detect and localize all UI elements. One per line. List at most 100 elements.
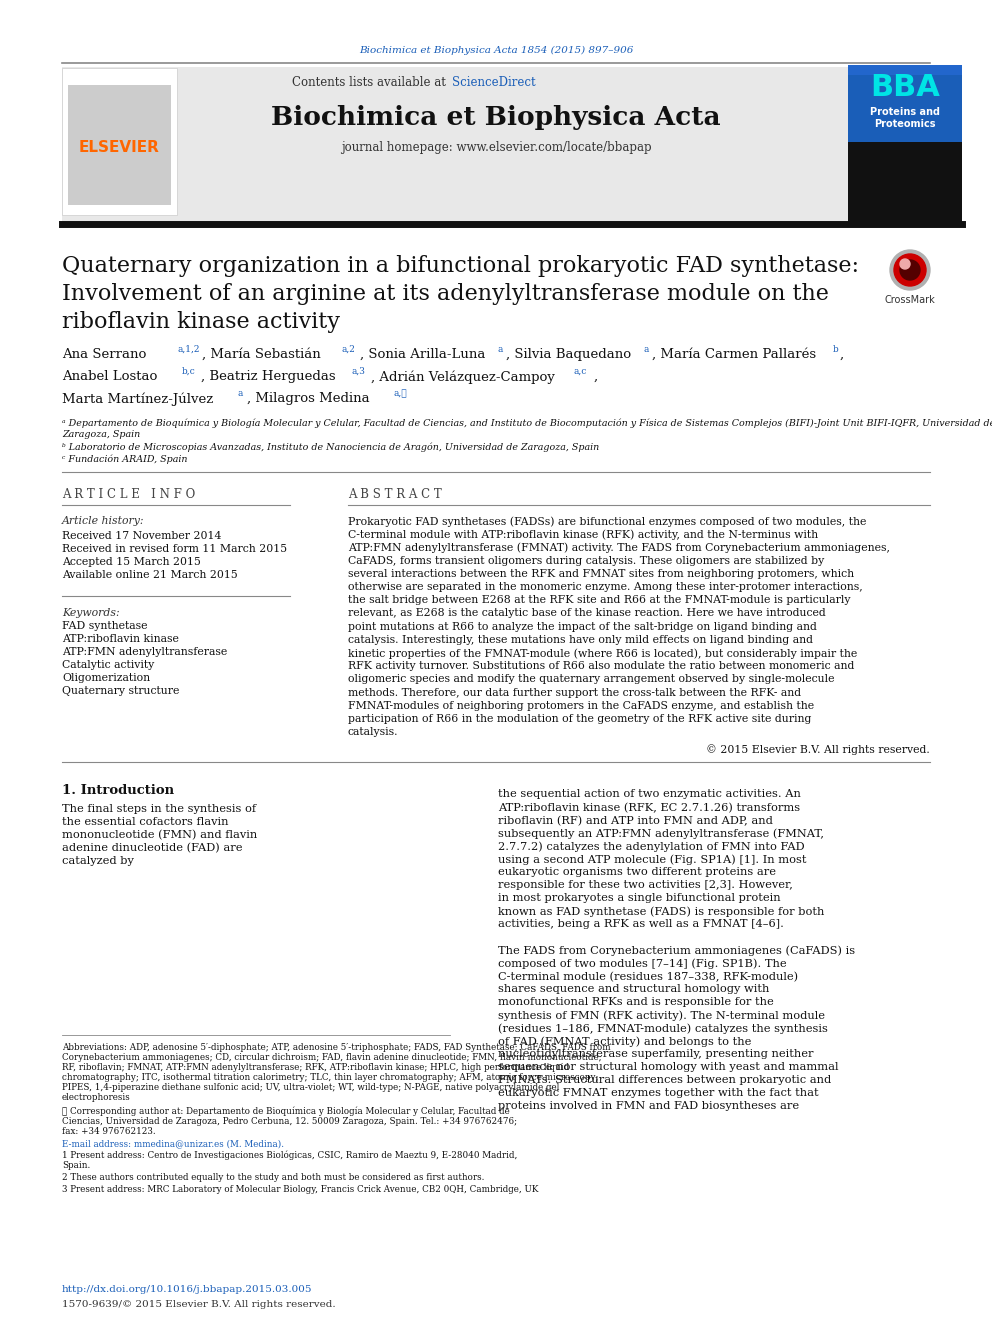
Text: catalyzed by: catalyzed by [62,856,134,867]
Text: Available online 21 March 2015: Available online 21 March 2015 [62,570,238,579]
Text: PIPES, 1,4-piperazine diethane sulfonic acid; UV, ultra-violet; WT, wild-type; N: PIPES, 1,4-piperazine diethane sulfonic … [62,1084,559,1091]
Text: the salt bridge between E268 at the RFK site and R66 at the FMNAT-module is part: the salt bridge between E268 at the RFK … [348,595,850,605]
Text: b: b [833,345,839,355]
Text: adenine dinucleotide (FAD) are: adenine dinucleotide (FAD) are [62,843,242,853]
Text: nucleotidyltransferase superfamily, presenting neither: nucleotidyltransferase superfamily, pres… [498,1049,813,1060]
Text: subsequently an ATP:FMN adenylyltransferase (FMNAT,: subsequently an ATP:FMN adenylyltransfer… [498,828,824,839]
Text: a,1,2: a,1,2 [178,345,200,355]
Circle shape [900,261,920,280]
Text: ATP:riboflavin kinase: ATP:riboflavin kinase [62,634,179,644]
Text: chromatography; ITC, isothermal titration calorimetry; TLC, thin layer chromatog: chromatography; ITC, isothermal titratio… [62,1073,598,1082]
Text: kinetic properties of the FMNAT-module (where R66 is located), but considerably : kinetic properties of the FMNAT-module (… [348,648,857,659]
Text: in most prokaryotes a single bifunctional protein: in most prokaryotes a single bifunctiona… [498,893,781,904]
Text: , Silvia Baquedano: , Silvia Baquedano [506,348,631,361]
Circle shape [890,250,930,290]
Text: ,: , [594,370,598,382]
Text: ATP:riboflavin kinase (RFK, EC 2.7.1.26) transforms: ATP:riboflavin kinase (RFK, EC 2.7.1.26)… [498,803,801,812]
Text: ScienceDirect: ScienceDirect [452,75,536,89]
Text: the essential cofactors flavin: the essential cofactors flavin [62,818,228,827]
Text: ★ Corresponding author at: Departamento de Bioquímica y Biología Molecular y Cel: ★ Corresponding author at: Departamento … [62,1107,510,1117]
Text: catalysis.: catalysis. [348,728,399,737]
Text: Involvement of an arginine at its adenylyltransferase module on the: Involvement of an arginine at its adenyl… [62,283,829,306]
Text: of FAD (FMNAT activity) and belongs to the: of FAD (FMNAT activity) and belongs to t… [498,1036,751,1046]
Circle shape [894,254,926,286]
Text: Accepted 15 March 2015: Accepted 15 March 2015 [62,557,200,568]
Text: a: a [497,345,502,355]
Text: , Adrián Velázquez-Campoy: , Adrián Velázquez-Campoy [371,370,555,384]
Text: a: a [238,389,243,398]
Text: otherwise are separated in the monomeric enzyme. Among these inter-protomer inte: otherwise are separated in the monomeric… [348,582,863,591]
Text: ᵃ Departamento de Bioquímica y Biología Molecular y Celular, Facultad de Ciencia: ᵃ Departamento de Bioquímica y Biología … [62,418,992,427]
FancyBboxPatch shape [848,142,962,222]
Text: point mutations at R66 to analyze the impact of the salt-bridge on ligand bindin: point mutations at R66 to analyze the im… [348,622,816,631]
Text: RFK activity turnover. Substitutions of R66 also modulate the ratio between mono: RFK activity turnover. Substitutions of … [348,662,854,671]
Text: CaFADS, forms transient oligomers during catalysis. These oligomers are stabiliz: CaFADS, forms transient oligomers during… [348,556,824,566]
Text: proteins involved in FMN and FAD biosyntheses are: proteins involved in FMN and FAD biosynt… [498,1102,800,1111]
Text: synthesis of FMN (RFK activity). The N-terminal module: synthesis of FMN (RFK activity). The N-t… [498,1011,825,1021]
Text: (residues 1–186, FMNAT-module) catalyzes the synthesis: (residues 1–186, FMNAT-module) catalyzes… [498,1024,828,1035]
Text: 2 These authors contributed equally to the study and both must be considered as : 2 These authors contributed equally to t… [62,1174,484,1181]
Text: Keywords:: Keywords: [62,609,120,618]
Text: ,: , [840,348,844,361]
Text: ᵇ Laboratorio de Microscopias Avanzadas, Instituto de Nanociencia de Aragón, Uni: ᵇ Laboratorio de Microscopias Avanzadas,… [62,442,599,451]
FancyBboxPatch shape [62,67,177,216]
Text: Ana Serrano: Ana Serrano [62,348,147,361]
Text: Catalytic activity: Catalytic activity [62,660,154,669]
Text: , María Carmen Pallarés: , María Carmen Pallarés [652,348,816,361]
Text: Proteins and: Proteins and [870,107,940,116]
Text: 2.7.7.2) catalyzes the adenylylation of FMN into FAD: 2.7.7.2) catalyzes the adenylylation of … [498,841,805,852]
Text: sequence nor structural homology with yeast and mammal: sequence nor structural homology with ye… [498,1062,838,1073]
Text: methods. Therefore, our data further support the cross-talk between the RFK- and: methods. Therefore, our data further sup… [348,688,802,697]
Text: a,2: a,2 [342,345,356,355]
Text: Biochimica et Biophysica Acta 1854 (2015) 897–906: Biochimica et Biophysica Acta 1854 (2015… [359,45,633,54]
Text: FMNAT-modules of neighboring protomers in the CaFADS enzyme, and establish the: FMNAT-modules of neighboring protomers i… [348,701,814,710]
FancyBboxPatch shape [68,85,171,205]
Text: Corynebacterium ammoniagenes; CD, circular dichroism; FAD, flavin adenine dinucl: Corynebacterium ammoniagenes; CD, circul… [62,1053,601,1062]
Text: the sequential action of two enzymatic activities. An: the sequential action of two enzymatic a… [498,790,801,799]
Text: Proteomics: Proteomics [874,119,935,130]
Text: Anabel Lostao: Anabel Lostao [62,370,158,382]
Text: a: a [643,345,649,355]
Text: a,c: a,c [574,366,587,376]
Text: , Beatriz Herguedas: , Beatriz Herguedas [201,370,335,382]
Text: Biochimica et Biophysica Acta: Biochimica et Biophysica Acta [271,106,721,131]
Text: Spain.: Spain. [62,1162,90,1170]
Text: Received 17 November 2014: Received 17 November 2014 [62,531,221,541]
FancyBboxPatch shape [848,65,962,75]
Text: BBA: BBA [870,74,940,102]
Text: shares sequence and structural homology with: shares sequence and structural homology … [498,984,770,995]
Text: The FADS from Corynebacterium ammoniagenes (CaFADS) is: The FADS from Corynebacterium ammoniagen… [498,946,855,957]
Text: ELSEVIER: ELSEVIER [78,140,160,156]
Text: a,3: a,3 [352,366,366,376]
Text: mononucleotide (FMN) and flavin: mononucleotide (FMN) and flavin [62,831,257,840]
Text: © 2015 Elsevier B.V. All rights reserved.: © 2015 Elsevier B.V. All rights reserved… [706,745,930,755]
Text: a,⋆: a,⋆ [394,389,408,398]
FancyBboxPatch shape [62,67,930,222]
Text: Contents lists available at: Contents lists available at [293,75,450,89]
Text: fax: +34 976762123.: fax: +34 976762123. [62,1127,156,1136]
Text: Ciencias, Universidad de Zaragoza, Pedro Cerbuna, 12. 50009 Zaragoza, Spain. Tel: Ciencias, Universidad de Zaragoza, Pedro… [62,1117,517,1126]
Text: riboflavin kinase activity: riboflavin kinase activity [62,311,340,333]
Text: eukaryotic organisms two different proteins are: eukaryotic organisms two different prote… [498,868,776,877]
Text: , Sonia Arilla-Luna: , Sonia Arilla-Luna [360,348,485,361]
Text: A B S T R A C T: A B S T R A C T [348,488,441,501]
Text: , María Sebastián: , María Sebastián [202,348,320,361]
Text: C-terminal module (residues 187–338, RFK-module): C-terminal module (residues 187–338, RFK… [498,971,799,982]
FancyBboxPatch shape [848,67,962,222]
Text: Received in revised form 11 March 2015: Received in revised form 11 March 2015 [62,544,287,554]
Text: A R T I C L E   I N F O: A R T I C L E I N F O [62,488,195,501]
Text: using a second ATP molecule (Fig. SP1A) [1]. In most: using a second ATP molecule (Fig. SP1A) … [498,855,806,865]
Text: http://dx.doi.org/10.1016/j.bbapap.2015.03.005: http://dx.doi.org/10.1016/j.bbapap.2015.… [62,1285,312,1294]
Text: ATP:FMN adenylyltransferase (FMNAT) activity. The FADS from Corynebacterium ammo: ATP:FMN adenylyltransferase (FMNAT) acti… [348,542,890,553]
Text: 1 Present address: Centro de Investigaciones Biológicas, CSIC, Ramiro de Maeztu : 1 Present address: Centro de Investigaci… [62,1151,518,1160]
Text: Oligomerization: Oligomerization [62,673,150,683]
Text: 3 Present address: MRC Laboratory of Molecular Biology, Francis Crick Avenue, CB: 3 Present address: MRC Laboratory of Mol… [62,1185,539,1193]
Text: FMNATs. Structural differences between prokaryotic and: FMNATs. Structural differences between p… [498,1076,831,1085]
Text: ATP:FMN adenylyltransferase: ATP:FMN adenylyltransferase [62,647,227,658]
Text: Zaragoza, Spain: Zaragoza, Spain [62,430,140,439]
Text: journal homepage: www.elsevier.com/locate/bbapap: journal homepage: www.elsevier.com/locat… [340,142,652,155]
Text: relevant, as E268 is the catalytic base of the kinase reaction. Here we have int: relevant, as E268 is the catalytic base … [348,609,825,618]
Text: oligomeric species and modify the quaternary arrangement observed by single-mole: oligomeric species and modify the quater… [348,675,834,684]
Text: C-terminal module with ATP:riboflavin kinase (RFK) activity, and the N-terminus : C-terminal module with ATP:riboflavin ki… [348,529,818,540]
Text: , Milagros Medina: , Milagros Medina [247,392,370,405]
